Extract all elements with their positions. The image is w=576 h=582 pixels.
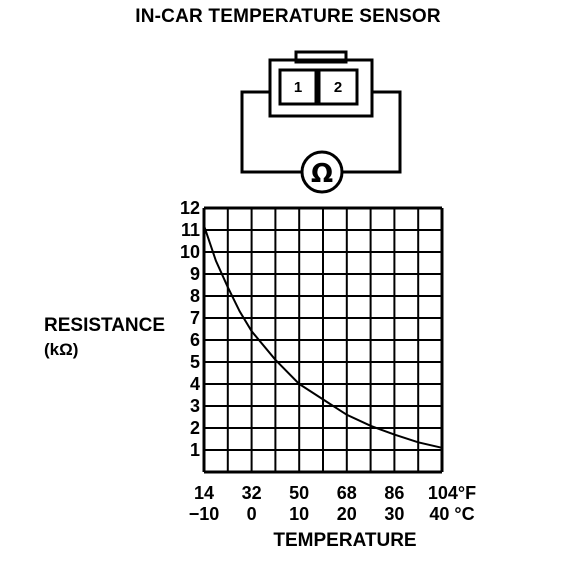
y-tick-label: 2 — [189, 418, 200, 438]
chart-grid — [202, 206, 444, 474]
connector-pin-2-cavity — [317, 68, 359, 106]
diagram-title: IN-CAR TEMPERATURE SENSOR — [135, 6, 441, 27]
pin-2-label: 2 — [334, 79, 342, 96]
x-tick-label-celsius: 40 °C — [429, 504, 475, 524]
x-axis-label: TEMPERATURE — [273, 530, 417, 551]
x-tick-label-fahrenheit: 50 — [289, 483, 310, 503]
resistance-curve — [203, 225, 443, 449]
y-tick-label: 5 — [189, 352, 200, 372]
y-tick-label: 12 — [179, 198, 200, 218]
y-tick-label: 8 — [189, 286, 200, 306]
x-tick-label-celsius: 30 — [384, 504, 405, 524]
connector-housing — [268, 58, 374, 118]
x-tick-label-fahrenheit: 86 — [384, 483, 405, 503]
y-tick-label: 3 — [189, 396, 200, 416]
ohmmeter-icon — [300, 150, 344, 194]
y-tick-label: 1 — [189, 440, 200, 460]
pin-1-label: 1 — [294, 79, 302, 96]
y-axis-label: RESISTANCE — [44, 315, 166, 336]
x-tick-label-celsius: −10 — [188, 504, 220, 524]
sensor-connector — [268, 50, 374, 118]
ohm-symbol: Ω — [311, 159, 333, 189]
y-tick-label: 7 — [189, 308, 200, 328]
x-tick-label-celsius: 10 — [289, 504, 310, 524]
y-tick-label: 6 — [189, 330, 200, 350]
connector-pin-1-cavity — [278, 68, 318, 106]
x-tick-label-fahrenheit: 14 — [193, 483, 215, 503]
x-tick-label-fahrenheit: 32 — [241, 483, 262, 503]
y-tick-label: 9 — [189, 264, 200, 284]
ohmmeter-wiring — [240, 90, 402, 194]
connector-lock-tab — [294, 50, 348, 64]
x-tick-label-celsius: 0 — [246, 504, 257, 524]
y-tick-label: 4 — [189, 374, 200, 394]
wire-pin-1 — [240, 90, 302, 174]
y-axis-unit: (kΩ) — [44, 340, 79, 359]
x-tick-label-celsius: 20 — [336, 504, 357, 524]
resistance-chart — [202, 206, 444, 474]
y-tick-label: 11 — [180, 220, 200, 240]
x-tick-label-fahrenheit: 68 — [336, 483, 357, 503]
x-tick-label-fahrenheit: 104°F — [427, 483, 477, 503]
wire-pin-2 — [342, 90, 402, 174]
y-tick-label: 10 — [179, 242, 200, 262]
